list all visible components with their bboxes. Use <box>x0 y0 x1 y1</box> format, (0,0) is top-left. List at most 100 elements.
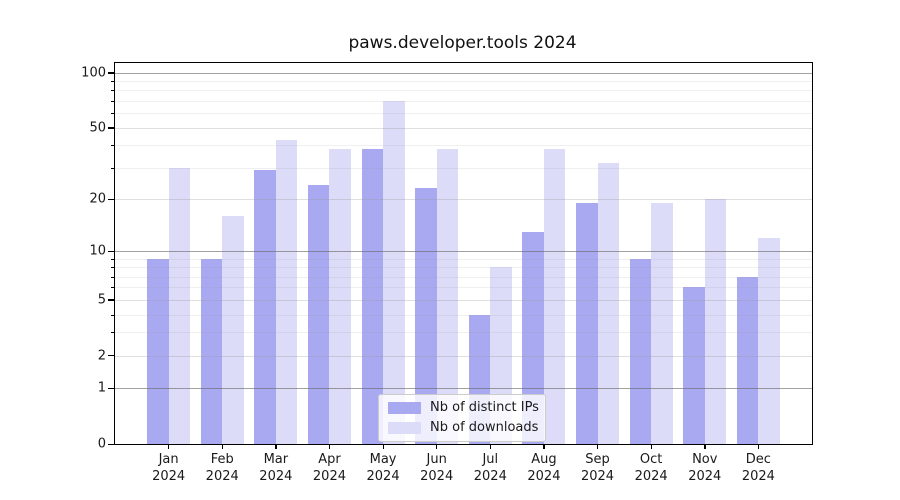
bar-downloads-oct <box>651 203 673 444</box>
y-tick-label-10: 10 <box>89 243 106 259</box>
y-minor-tick-3 <box>110 332 114 334</box>
bar-downloads-jun <box>436 149 459 444</box>
plot-area: Nb of distinct IPs Nb of downloads 0 1 2 5 1… <box>81 62 813 484</box>
gridline-50 <box>115 127 812 129</box>
x-tick-label-oct: Oct 2024 <box>634 452 668 484</box>
bar-ips-apr <box>307 185 330 444</box>
bar-ips-jan <box>147 258 169 444</box>
legend-entry-downloads: Nb of downloads <box>388 420 539 435</box>
gridline-20 <box>115 199 812 201</box>
bar-ips-nov <box>683 287 705 444</box>
y-minor-tick-7 <box>110 276 114 278</box>
gridline-100 <box>115 72 812 74</box>
y-tick-label-2: 2 <box>97 348 106 364</box>
gridline-5 <box>115 299 812 301</box>
bar-downloads-feb <box>222 216 244 444</box>
y-tick-label-50: 50 <box>89 120 106 136</box>
y-tick-20 <box>107 198 114 200</box>
gridline-minor-40 <box>115 145 812 147</box>
gridline-minor-80 <box>115 90 812 92</box>
y-minor-tick-4 <box>110 314 114 316</box>
y-minor-tick-30 <box>110 167 114 169</box>
x-tick-label-jun: Jun 2024 <box>420 452 454 484</box>
legend-entry-distinct-ips: Nb of distinct IPs <box>388 400 539 415</box>
y-minor-tick-80 <box>110 90 114 92</box>
bar-downloads-aug <box>543 149 566 444</box>
y-tick-label-5: 5 <box>97 292 106 308</box>
gridline-minor-30 <box>115 167 812 169</box>
x-tick-may <box>382 444 384 449</box>
legend: Nb of distinct IPs Nb of downloads <box>378 394 546 442</box>
legend-swatch-distinct-ips <box>388 401 421 414</box>
x-tick-dec <box>757 444 760 449</box>
x-tick-label-dec: Dec 2024 <box>741 452 775 484</box>
x-tick-jul <box>489 444 492 449</box>
chart-title: paws.developer.tools 2024 <box>348 33 577 53</box>
bar-ips-aug <box>522 231 544 444</box>
y-tick-0 <box>107 443 114 445</box>
y-tick-100 <box>107 72 114 74</box>
y-minor-tick-40 <box>110 145 114 147</box>
bar-ips-jun <box>415 188 437 444</box>
y-minor-tick-9 <box>110 258 114 260</box>
x-tick-jun <box>436 444 438 449</box>
x-tick-label-nov: Nov 2024 <box>688 452 722 484</box>
x-tick-apr <box>328 444 331 449</box>
y-tick-label-0: 0 <box>97 436 106 452</box>
bar-downloads-dec <box>758 237 780 444</box>
gridline-minor-90 <box>115 81 812 83</box>
bar-downloads-apr <box>329 149 351 444</box>
y-tick-50 <box>107 127 114 129</box>
y-minor-tick-90 <box>110 81 114 83</box>
x-tick-aug <box>543 444 545 449</box>
bar-downloads-nov <box>704 199 727 444</box>
bar-ips-feb <box>200 258 223 444</box>
y-tick-10 <box>107 250 114 252</box>
gridline-1 <box>115 388 812 390</box>
x-tick-label-sep: Sep 2024 <box>580 452 615 484</box>
gridline-minor-6 <box>115 287 812 289</box>
bar-downloads-mar <box>275 139 298 444</box>
bar-ips-may <box>361 149 384 444</box>
legend-swatch-downloads <box>388 421 421 434</box>
x-tick-label-jan: Jan 2024 <box>152 452 186 484</box>
bar-downloads-jan <box>168 167 191 444</box>
x-tick-label-apr: Apr 2024 <box>312 452 346 484</box>
gridline-minor-4 <box>115 314 812 316</box>
x-tick-label-aug: Aug 2024 <box>527 452 561 484</box>
x-tick-nov <box>704 444 706 449</box>
gridline-minor-9 <box>115 258 812 260</box>
gridline-10 <box>115 251 812 253</box>
x-tick-feb <box>221 444 224 449</box>
y-tick-2 <box>107 355 114 357</box>
bar-ips-oct <box>629 258 652 444</box>
bar-ips-sep <box>576 203 598 444</box>
y-minor-tick-8 <box>110 267 114 269</box>
y-minor-tick-70 <box>110 101 114 103</box>
x-tick-label-mar: Mar 2024 <box>259 452 293 484</box>
x-tick-label-feb: Feb 2024 <box>205 452 239 484</box>
legend-label-distinct-ips: Nb of distinct IPs <box>430 400 539 415</box>
x-tick-label-may: May 2024 <box>366 452 400 484</box>
x-tick-jan <box>168 444 170 449</box>
y-tick-1 <box>107 387 114 390</box>
gridline-2 <box>115 355 812 357</box>
legend-label-downloads: Nb of downloads <box>430 420 539 435</box>
gridline-minor-7 <box>115 276 812 278</box>
y-minor-tick-6 <box>110 287 114 289</box>
x-tick-mar <box>275 444 277 449</box>
y-minor-tick-60 <box>110 113 114 115</box>
bar-ips-mar <box>254 170 276 444</box>
gridline-minor-60 <box>115 113 812 115</box>
y-tick-label-20: 20 <box>89 191 106 207</box>
bar-ips-dec <box>736 276 759 444</box>
y-tick-5 <box>107 299 114 301</box>
x-tick-oct <box>650 444 652 449</box>
gridline-minor-70 <box>115 101 812 103</box>
bar-downloads-may <box>383 101 405 444</box>
gridline-minor-8 <box>115 267 812 269</box>
gridline-minor-3 <box>115 332 812 334</box>
bar-downloads-sep <box>597 162 620 444</box>
x-tick-sep <box>597 444 599 449</box>
